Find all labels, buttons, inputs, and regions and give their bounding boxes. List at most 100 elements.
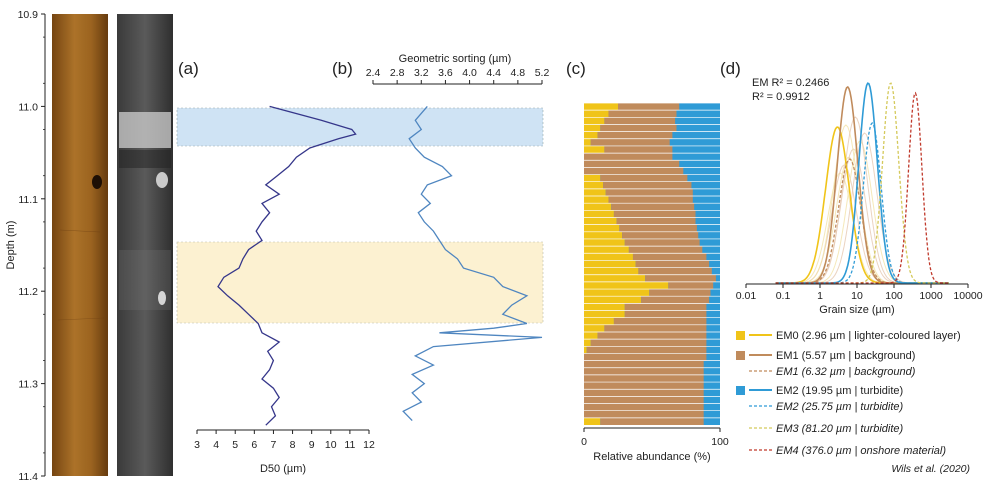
bar-em1	[584, 396, 704, 404]
bar-em1	[604, 117, 676, 125]
bar-em1	[586, 346, 707, 354]
core-xray	[117, 14, 173, 476]
bar-em0	[584, 267, 639, 275]
bar-em1	[613, 210, 696, 218]
bar-em0	[584, 145, 605, 154]
em-curve-em4	[775, 91, 949, 284]
panel-label-c: (c)	[566, 59, 586, 78]
bar-em1	[645, 274, 716, 282]
bar-em0	[584, 303, 625, 311]
sorting-tick-label: 4.0	[462, 67, 477, 79]
bar-em1	[600, 174, 688, 182]
bar-em0	[584, 346, 587, 354]
legend-item-em4: EM4 (376.0 µm | onshore material)	[776, 445, 946, 457]
depth-tick-label: 11.3	[18, 379, 38, 391]
bar-em0	[584, 210, 614, 218]
bar-em0	[584, 310, 625, 318]
bar-em1	[613, 317, 707, 325]
bar-em0	[584, 103, 618, 111]
bar-em1	[622, 231, 699, 239]
d50-tick-label: 6	[251, 439, 257, 451]
bar-em1	[590, 339, 707, 347]
em-r2-text: EM R² = 0.2466	[752, 77, 829, 89]
bar-em1	[584, 382, 704, 390]
bar-em0	[584, 260, 636, 268]
citation: Wils et al. (2020)	[891, 463, 970, 475]
em-curve-em2	[775, 122, 949, 284]
bar-em0	[584, 217, 617, 225]
d50-axis-label: D50 (µm)	[260, 463, 306, 475]
bar-em1	[590, 138, 670, 146]
depth-axis-label: Depth (m)	[5, 221, 17, 270]
d50-tick-label: 8	[290, 439, 296, 451]
bar-em0	[584, 289, 650, 297]
panel-c: 0 100 Relative abundance (%)	[581, 102, 729, 463]
bar-em1	[604, 145, 673, 154]
bar-em1	[624, 310, 707, 318]
legend-item-em2: EM2 (19.95 µm | turbidite)	[776, 385, 903, 397]
bar-em1	[584, 360, 704, 368]
abundance-axis-label: Relative abundance (%)	[593, 451, 710, 463]
yellow-band	[176, 241, 544, 324]
bar-em0	[584, 274, 646, 282]
bar-em1	[638, 267, 712, 275]
bar-em1	[597, 331, 707, 340]
bar-em1	[628, 246, 703, 254]
panel-b: 2.4 2.8 3.2 3.6 4.0 4.4 4.8 5.2 Geometric sorti…	[366, 53, 550, 422]
grain-size-tick-label: 10000	[953, 290, 982, 302]
bar-em0	[584, 324, 605, 332]
bar-em1	[584, 167, 684, 175]
bar-em0	[584, 253, 633, 261]
bar-em1	[584, 403, 704, 411]
sorting-tick-label: 4.4	[486, 67, 501, 79]
bar-em1	[608, 196, 693, 204]
grain-size-tick-label: 10	[851, 290, 863, 302]
bar-em1	[584, 374, 704, 383]
panel-label-a: (a)	[178, 59, 199, 78]
bar-em0	[584, 174, 601, 182]
bar-em1	[600, 417, 704, 425]
bar-em0	[584, 110, 609, 118]
legend-swatch-em2	[736, 386, 745, 395]
legend-item-em1: EM1 (5.57 µm | background)	[776, 350, 915, 362]
bar-em1	[600, 124, 677, 132]
bar-em0	[584, 231, 623, 239]
d50-tick-label: 12	[363, 439, 375, 451]
panel-a: 3 4 5 6 7 8 9 10 11 12 D50 (µm)	[194, 105, 375, 475]
sorting-tick-label: 3.6	[438, 67, 453, 79]
legend: EM0 (2.96 µm | lighter-coloured layer) E…	[736, 330, 961, 457]
r2-text: R² = 0.9912	[752, 91, 810, 103]
grain-size-tick-label: 0.1	[776, 290, 791, 302]
sorting-tick-label: 3.2	[414, 67, 429, 79]
panel-label-d: (d)	[720, 59, 741, 78]
d50-tick-label: 7	[271, 439, 277, 451]
sorting-series-line	[402, 105, 543, 422]
bar-em1	[597, 131, 673, 139]
d50-tick-label: 3	[194, 439, 200, 451]
bar-em1	[668, 281, 714, 290]
bar-em1	[624, 303, 707, 311]
legend-item-em0: EM0 (2.96 µm | lighter-coloured layer)	[776, 330, 961, 342]
sorting-tick-label: 5.2	[535, 67, 550, 79]
sample-curve	[775, 116, 939, 284]
legend-swatch-em1	[736, 351, 745, 360]
d50-tick-label: 4	[213, 439, 219, 451]
bar-em0	[584, 339, 591, 347]
bar-em0	[584, 124, 601, 132]
bar-em1	[619, 224, 697, 232]
bar-em0	[584, 417, 601, 425]
sorting-tick-label: 2.4	[366, 67, 381, 79]
bar-em1	[584, 367, 704, 375]
legend-item-em1-dashed: EM1 (6.32 µm | background)	[776, 366, 916, 378]
panel-d: 0.01 0.1 1 10 100 1000 10000 Grain size (µm) E…	[736, 77, 983, 316]
bar-em0	[584, 203, 612, 211]
depth-tick-label: 10.9	[18, 9, 39, 21]
bar-em1	[584, 353, 707, 361]
bar-em0	[584, 131, 598, 139]
d50-tick-label: 11	[344, 439, 355, 451]
bar-em1	[605, 188, 693, 197]
bar-em1	[632, 253, 707, 261]
bar-em0	[584, 196, 609, 204]
legend-item-em2-dashed: EM2 (25.75 µm | turbidite)	[776, 401, 904, 413]
